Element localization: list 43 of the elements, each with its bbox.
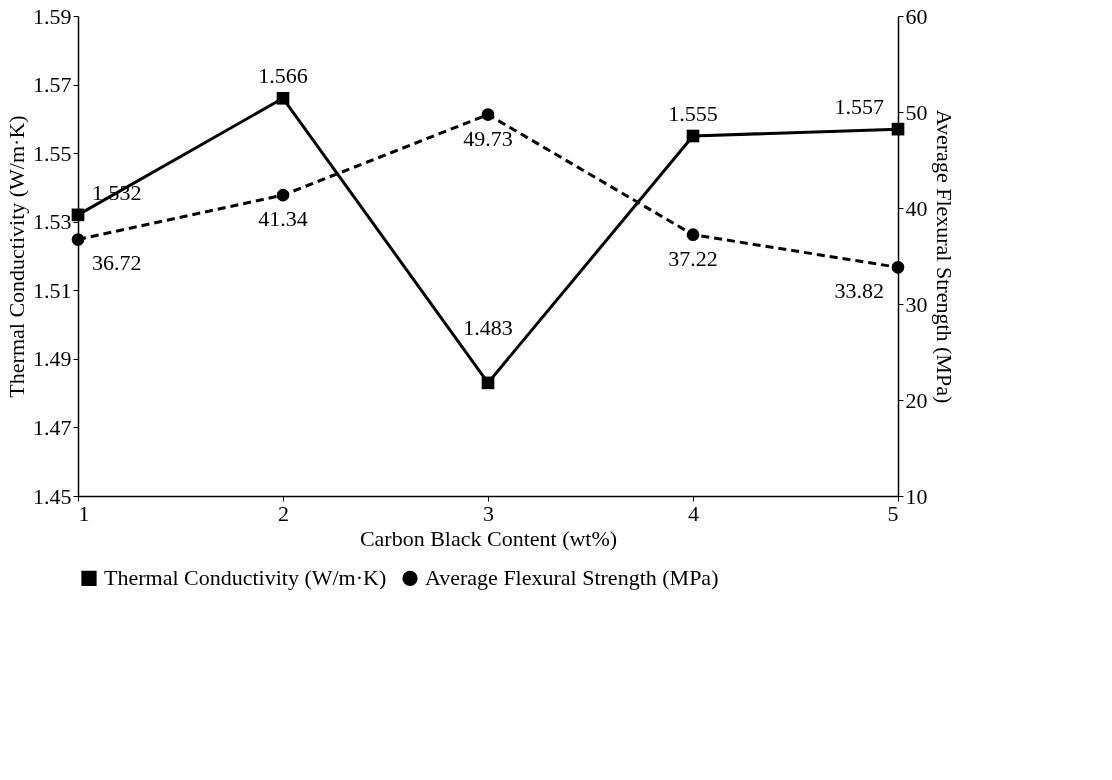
x-tick-label: 4 [688,500,699,526]
point [276,188,290,202]
x-tick-label: 3 [483,500,494,526]
x-tick-label: 5 [887,500,899,526]
legend-label: Average Flexural Strength (MPa) [425,565,719,591]
y-tick-label: 1.55 [33,140,72,166]
y-tick-label: 1.47 [33,414,72,440]
point [891,261,905,274]
y-tick-label: 1.53 [33,209,72,235]
point [891,122,905,136]
point [71,233,85,246]
point [276,91,290,105]
point [686,129,700,143]
y-tick-label: 1.51 [33,277,72,303]
y2-tick-label: 60 [905,3,928,29]
y-tick-label: 1.49 [33,346,72,372]
y2-tick-label: 30 [905,291,928,317]
data-label: 1.483 [463,314,513,340]
y2-axis-title: Average Flexural Strength (MPa) [931,109,957,404]
data-label: 49.73 [463,125,513,151]
data-label: 37.22 [668,245,718,271]
legend-label: Thermal Conductivity (W/m·K) [104,565,387,591]
point [481,376,495,390]
y-tick-label: 1.57 [33,72,72,98]
y-tick-label: 1.45 [33,483,72,509]
x-tick-label: 2 [278,500,289,526]
y2-tick-label: 10 [905,483,928,509]
y2-tick-label: 20 [905,387,928,413]
point [686,228,700,241]
x-tick-label: 1 [78,500,90,526]
data-label: 1.566 [258,63,308,89]
y-axis-title: Thermal Conductivity (W/m·K) [4,115,29,398]
data-label: 1.557 [834,94,884,120]
point [71,208,85,222]
data-label: 1.555 [668,101,718,126]
point [481,108,495,121]
x-axis-title: Carbon Black Content (wt%) [359,525,618,551]
data-label: 41.34 [258,206,308,232]
y2-tick-label: 50 [905,99,928,125]
y2-tick-label: 40 [905,195,928,221]
data-label: 36.72 [92,250,142,276]
data-label: 33.82 [834,278,884,304]
y-tick-label: 1.59 [33,3,72,29]
